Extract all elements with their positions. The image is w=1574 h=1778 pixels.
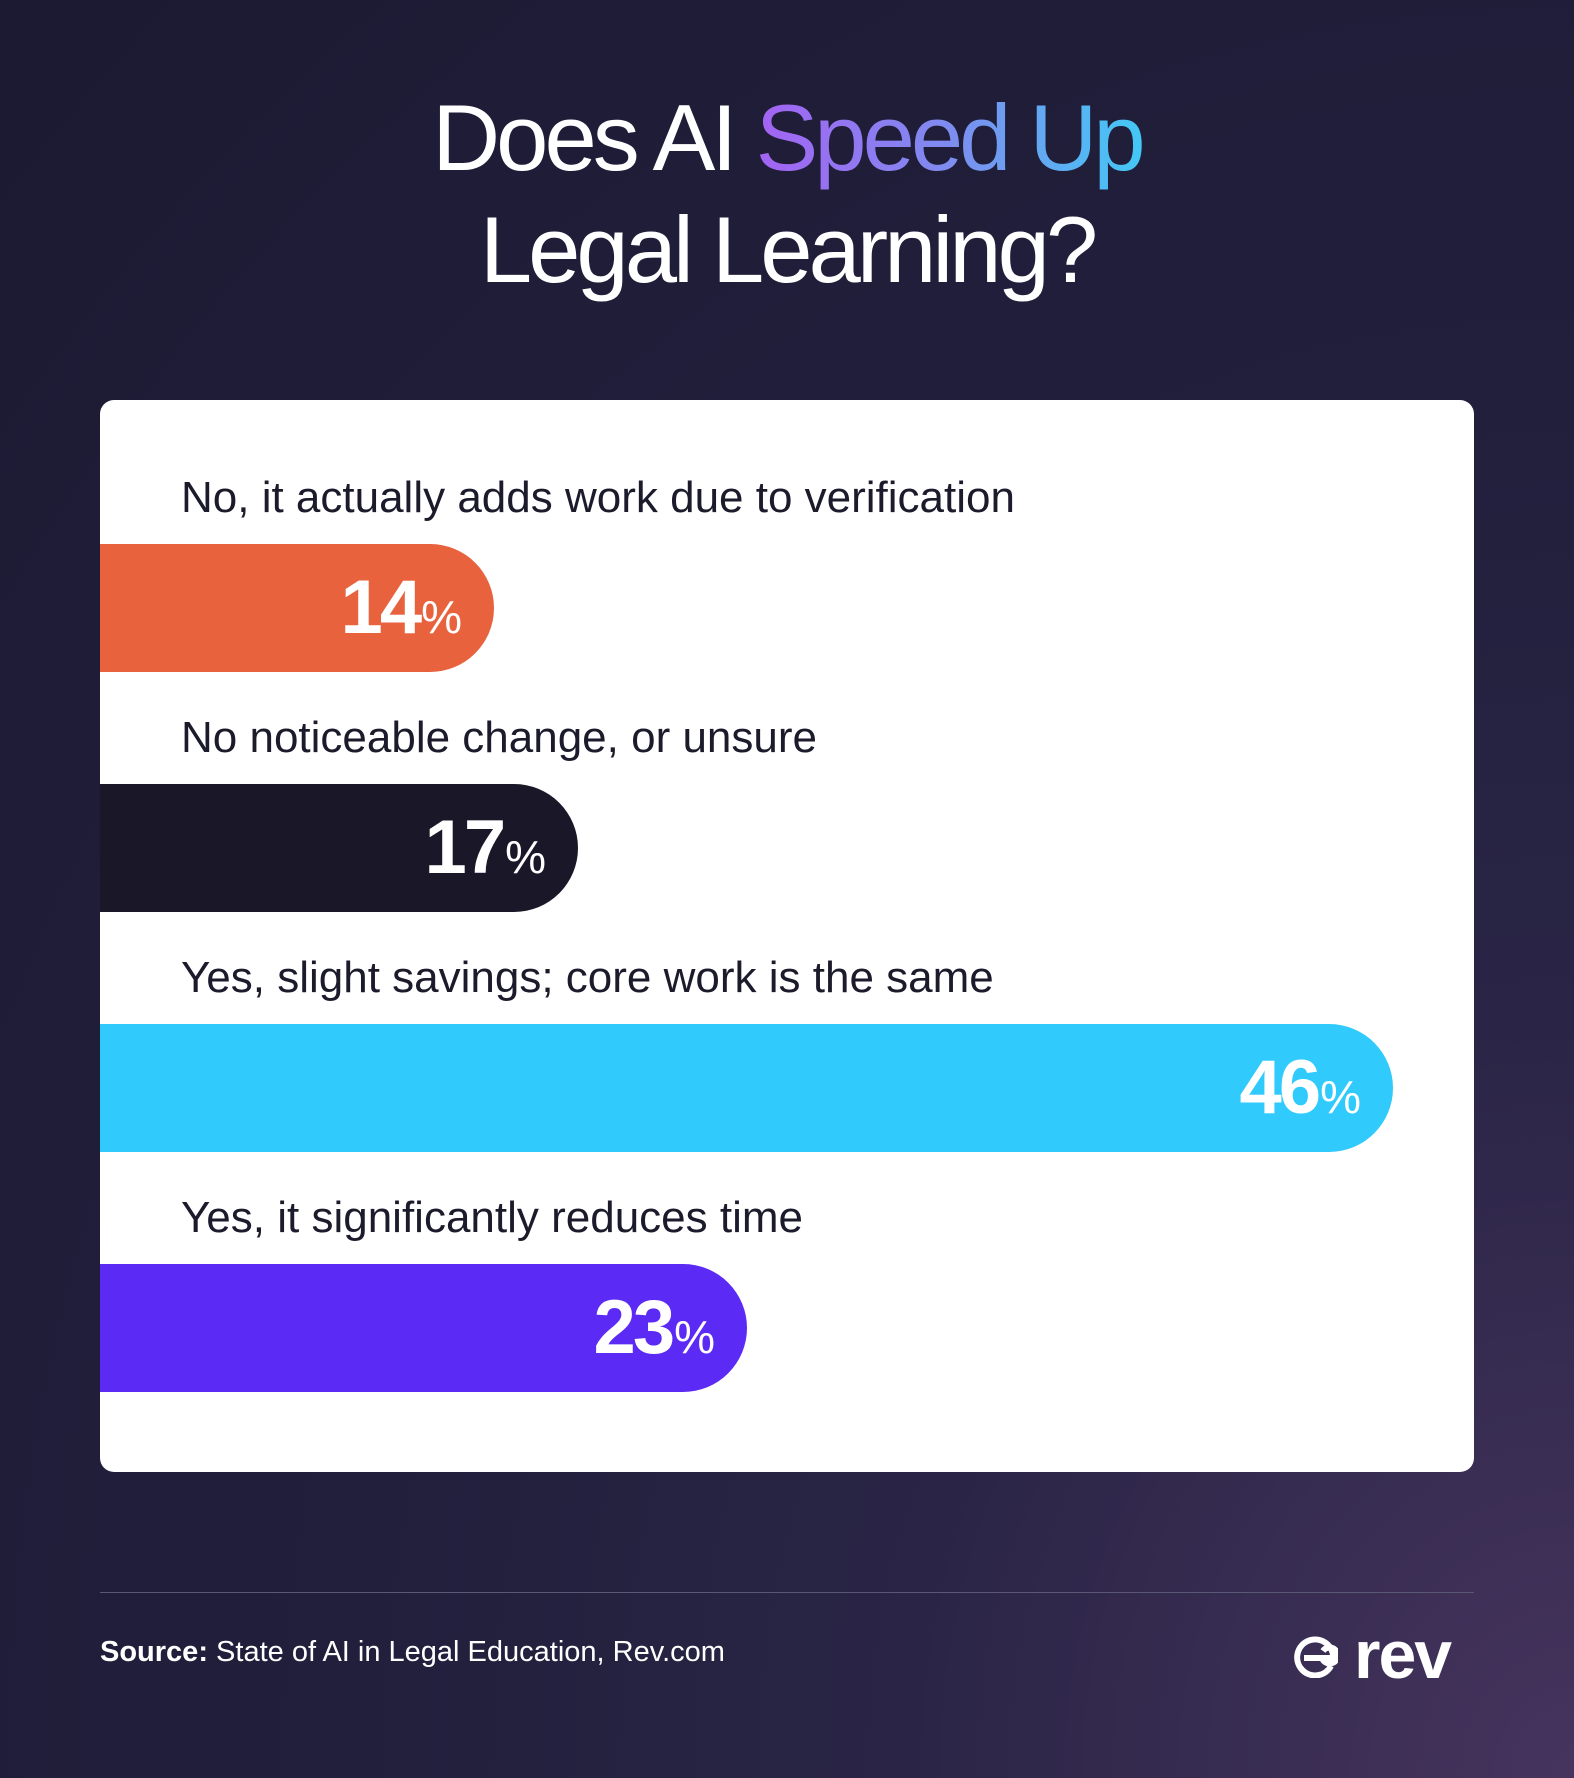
bar-value-label: 46 [1239,1045,1322,1130]
bar-value-label: 23 [593,1285,676,1370]
bar: 46% [100,1024,1393,1152]
title-accent: Speed Up [755,85,1146,190]
bar: 14% [100,544,494,672]
rev-logo: rev [1292,1617,1452,1693]
title-line-1: Does AI Speed Up [0,82,1574,194]
footer-divider [100,1592,1474,1593]
source-citation: Source: State of AI in Legal Education, … [100,1636,725,1669]
chart-title: Does AI Speed Up Legal Learning? [0,82,1574,306]
logo-text: rev [1354,1617,1452,1693]
category-label: No noticeable change, or unsure [181,713,817,762]
bar-value-label: 14 [340,565,423,650]
bar-value-label: 17 [424,805,507,890]
source-label: Source: [100,1636,208,1668]
title-prefix: Does AI [432,85,737,190]
source-text: State of AI in Legal Education, Rev.com [216,1636,725,1668]
bar: 23% [100,1264,747,1392]
chart-card: No, it actually adds work due to verific… [100,400,1474,1472]
bar-unit-label: % [421,591,462,643]
category-label: Yes, it significantly reduces time [181,1193,803,1242]
bar-unit-label: % [674,1311,715,1363]
bar-unit-label: % [1320,1071,1361,1123]
bar: 17% [100,784,578,912]
category-label: Yes, slight savings; core work is the sa… [181,953,994,1002]
rev-at-icon [1294,1636,1338,1678]
category-label: No, it actually adds work due to verific… [181,473,1015,522]
title-line-2: Legal Learning? [479,197,1098,302]
bar-unit-label: % [505,831,546,883]
